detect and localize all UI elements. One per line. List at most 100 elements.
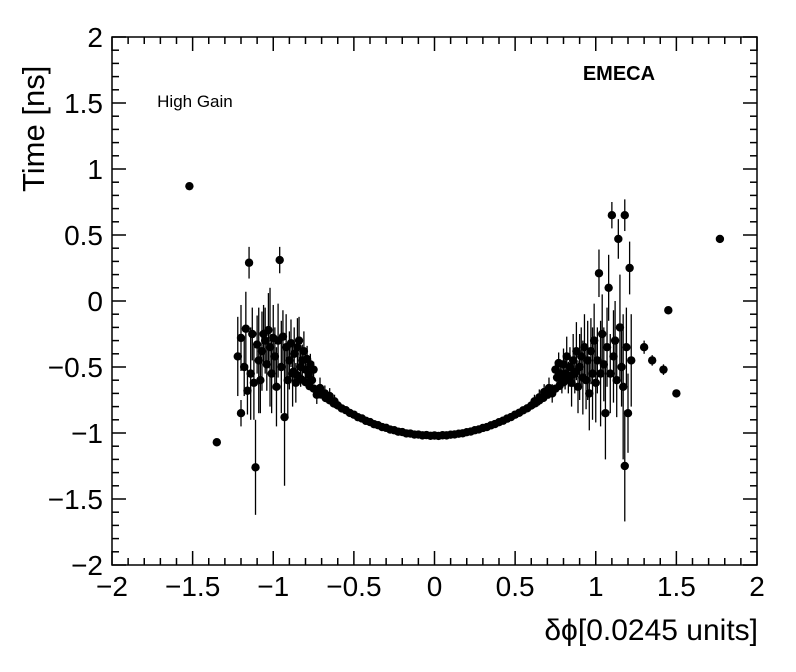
x-tick-label: 2 [749, 571, 765, 602]
data-point [249, 378, 259, 388]
data-point [275, 255, 284, 265]
data-point [612, 376, 621, 385]
data-point [583, 356, 592, 365]
data-point [291, 378, 301, 388]
data-point [625, 263, 634, 273]
data-point [309, 365, 318, 374]
data-point [609, 352, 618, 361]
x-tick-label: 0.5 [496, 571, 535, 602]
x-tick-label: −1 [257, 571, 289, 602]
data-point [599, 360, 609, 369]
data-point [299, 346, 309, 356]
tick-labels: −2 −1.5 −1 −0.5 0 0.5 1 1.5 2 −2 −1.5 −1 −0.5 0 0.5 1 1.… [48, 22, 765, 602]
data-point [589, 336, 599, 345]
data-point [212, 438, 222, 447]
data-point [565, 362, 575, 372]
data-point [601, 409, 610, 418]
data-point [278, 332, 288, 341]
data-point [562, 352, 571, 361]
plot-frame [111, 36, 758, 566]
data-point [647, 356, 657, 365]
data-point [280, 412, 289, 422]
data-point [265, 343, 275, 352]
data-point [622, 343, 631, 352]
data-point [598, 329, 607, 339]
data-point [617, 362, 626, 372]
data-point [272, 382, 281, 391]
data-point [615, 323, 625, 332]
x-tick-label: −0.5 [326, 571, 381, 602]
data-point [241, 324, 251, 333]
y-tick-label: −2 [71, 550, 103, 581]
data-point [254, 356, 263, 365]
data-point [288, 369, 297, 378]
data-point [559, 360, 568, 369]
data-point [581, 376, 591, 385]
data-point [610, 336, 620, 345]
y-tick-label: 2 [87, 22, 103, 53]
x-axis-title: δϕ[0.0245 units] [544, 614, 758, 647]
data-point [627, 356, 636, 365]
y-tick-label: 0.5 [64, 220, 103, 251]
data-point [277, 362, 286, 372]
data-points [185, 181, 725, 472]
data-point [260, 336, 270, 345]
data-point [580, 343, 589, 352]
y-axis-title: Time [ns] [16, 65, 51, 192]
data-point [618, 382, 628, 391]
data-point [664, 306, 673, 315]
y-tick-label: −0.5 [48, 352, 103, 383]
data-point [240, 362, 249, 372]
x-tick-label: 1 [588, 571, 604, 602]
data-point [614, 234, 623, 244]
y-tick-label: −1 [71, 418, 103, 449]
data-point [252, 340, 262, 349]
data-point [585, 389, 594, 398]
data-point [606, 369, 615, 378]
annotation-gain-mode: High Gain [157, 92, 233, 112]
y-tick-label: 1 [87, 154, 103, 185]
data-point [639, 343, 649, 352]
data-point [659, 365, 668, 374]
data-point [594, 269, 604, 278]
data-point [568, 356, 578, 365]
data-point [573, 382, 583, 391]
data-point [588, 369, 597, 378]
data-point [577, 352, 586, 361]
x-tick-label: 0 [427, 571, 443, 602]
data-point [257, 346, 267, 356]
data-point [593, 356, 602, 365]
data-point [548, 389, 557, 398]
data-point [715, 234, 725, 244]
data-point [262, 360, 271, 369]
data-point [246, 369, 255, 378]
data-point [256, 376, 265, 385]
data-point [267, 369, 276, 378]
data-point [586, 346, 596, 356]
data-point [307, 376, 317, 385]
y-tick-label: 1.5 [64, 88, 103, 119]
data-point [620, 211, 629, 220]
data-point [672, 389, 681, 398]
data-point [596, 369, 605, 378]
data-point [575, 362, 584, 372]
data-point [290, 349, 299, 358]
data-point [270, 352, 280, 361]
data-point [607, 211, 617, 220]
data-point [623, 409, 633, 418]
data-point [243, 386, 252, 395]
data-point [185, 181, 194, 191]
x-tick-label: 1.5 [657, 571, 696, 602]
data-point [602, 343, 612, 352]
data-point [233, 352, 242, 361]
data-point [264, 325, 273, 335]
data-point [236, 409, 246, 418]
data-point [312, 390, 321, 399]
data-point [604, 283, 613, 292]
data-point [285, 356, 294, 365]
data-point [557, 376, 567, 385]
data-point [570, 369, 579, 378]
data-point [248, 329, 257, 339]
